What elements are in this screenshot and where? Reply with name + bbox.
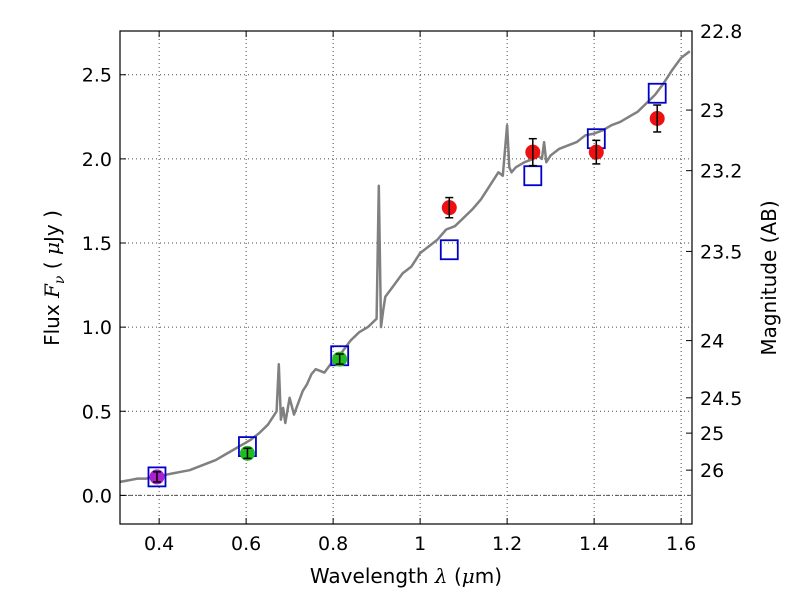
- y-axis-label-jy: Jy ): [40, 210, 64, 244]
- x-tick-label: 1: [414, 533, 426, 555]
- x-axis-label-prefix: Wavelength: [310, 564, 435, 588]
- x-axis-label-lambda: λ: [434, 564, 448, 588]
- y-tick-label: 2.0: [82, 149, 112, 171]
- y-axis-label-nu: ν: [52, 275, 68, 284]
- y-tick-label: 0.0: [82, 485, 112, 507]
- y-axis-label-open: (: [40, 255, 64, 276]
- right-axis-label: Magnitude (AB): [757, 200, 781, 355]
- model-photometry-square: [439, 239, 459, 261]
- x-axis-label-units: (: [448, 564, 462, 588]
- right-tick-label: 22.8: [700, 21, 742, 43]
- right-tick-label: 23.5: [700, 241, 742, 263]
- y-axis-label-f: F: [40, 283, 64, 299]
- spectrum-line: [119, 50, 691, 484]
- y-axis-label-prefix: Flux: [40, 298, 64, 346]
- x-axis-label-m: m): [475, 564, 502, 588]
- right-tick-label: 23: [700, 100, 724, 122]
- x-axis-label: Wavelength λ (μm): [310, 564, 502, 588]
- right-tick-label: 23.2: [700, 161, 742, 183]
- y-tick-label: 0.5: [82, 401, 112, 423]
- right-tick-label: 24: [700, 331, 724, 353]
- right-tick-label: 24.5: [700, 388, 742, 410]
- right-tick-label: 25: [700, 423, 724, 445]
- y-axis-label: Flux Fν ( μJy ): [40, 210, 68, 346]
- x-tick-label: 1.2: [492, 533, 522, 555]
- x-axis-label-mu: μ: [462, 564, 475, 588]
- x-tick-label: 0.8: [318, 533, 348, 555]
- y-tick-label: 1.5: [82, 233, 112, 255]
- model-photometry-square: [147, 466, 167, 488]
- x-tick-label: 1.4: [579, 533, 609, 555]
- series-layer: [119, 50, 691, 488]
- right-tick-label: 26: [700, 460, 724, 482]
- y-axis-label-mu: μ: [40, 242, 64, 255]
- x-tick-label: 0.4: [144, 533, 174, 555]
- y-tick-label: 1.0: [82, 317, 112, 339]
- x-tick-label: 1.6: [666, 533, 696, 555]
- x-tick-label: 0.6: [231, 533, 261, 555]
- plot-frame: [119, 30, 693, 525]
- model-photometry-square: [647, 82, 667, 104]
- y-tick-label: 2.5: [82, 65, 112, 87]
- tick-layer: 0.4 0.6 0.8 1 1.2 1.4 1.6 0.0 0.5 1.0 1.5 2.0 2.5 22.…: [82, 21, 743, 555]
